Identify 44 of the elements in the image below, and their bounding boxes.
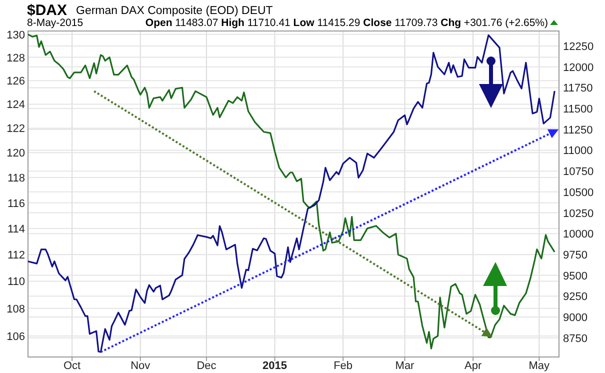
y-tick-label: 114 [7, 223, 25, 236]
x-tick-label: May [528, 360, 550, 372]
y2-tick-label: 11000 [563, 145, 593, 158]
y2-tick-label: 9750 [563, 249, 588, 262]
chart-subtitle: German DAX Composite (EOD) DEUT [76, 5, 273, 17]
y2-tick-label: 10500 [563, 186, 594, 199]
y2-tick-label: 9250 [563, 291, 588, 304]
x-tick-label: Apr [464, 360, 482, 372]
x-tick-label: Oct [64, 360, 81, 372]
text: Low 11415.29 [290, 17, 360, 29]
y-tick-label: 106 [6, 330, 25, 343]
x-tick-label: Feb [334, 360, 353, 372]
x-tick-label: Dec [196, 360, 217, 372]
x-tick-label: Mar [395, 360, 415, 372]
y2-tick-label: 10250 [563, 208, 594, 220]
y-tick-label: 110 [7, 276, 25, 288]
y-tick-label: 108 [6, 303, 25, 316]
y-tick-label: 122 [6, 123, 25, 136]
y2-tick-label: 12250 [563, 41, 594, 54]
text: High 11710.41 [218, 17, 291, 29]
x-tick-label: 2015 [262, 360, 288, 372]
text: Close 11709.73 [360, 17, 438, 29]
y-tick-label: 128 [6, 52, 25, 64]
y2-tick-label: 10000 [563, 228, 594, 241]
y2-tick-label: 11500 [563, 104, 593, 116]
chart-title: $DAX [27, 2, 68, 19]
x-tick-label: Nov [130, 360, 151, 372]
y2-tick-label: 10750 [563, 166, 594, 178]
text: Chg +301.76 (+2.65%) [438, 17, 548, 29]
text: Open 11483.07 [145, 17, 218, 29]
y2-tick-label: 12000 [563, 62, 594, 74]
y2-tick-label: 11250 [563, 124, 593, 136]
y-tick-label: 120 [6, 148, 25, 160]
y2-tick-label: 9000 [563, 312, 588, 324]
text: 8-May-2015 [27, 17, 84, 29]
y2-tick-label: 11750 [563, 82, 593, 95]
y-tick-label: 118 [7, 172, 25, 184]
y2-tick-label: 9500 [563, 270, 588, 282]
y-tick-label: 124 [6, 99, 25, 112]
y-tick-label: 130 [6, 29, 25, 42]
y-tick-label: 116 [7, 198, 25, 210]
y-tick-label: 112 [7, 250, 25, 262]
y2-tick-label: 8750 [563, 332, 588, 345]
y-tick-label: 126 [6, 76, 25, 88]
